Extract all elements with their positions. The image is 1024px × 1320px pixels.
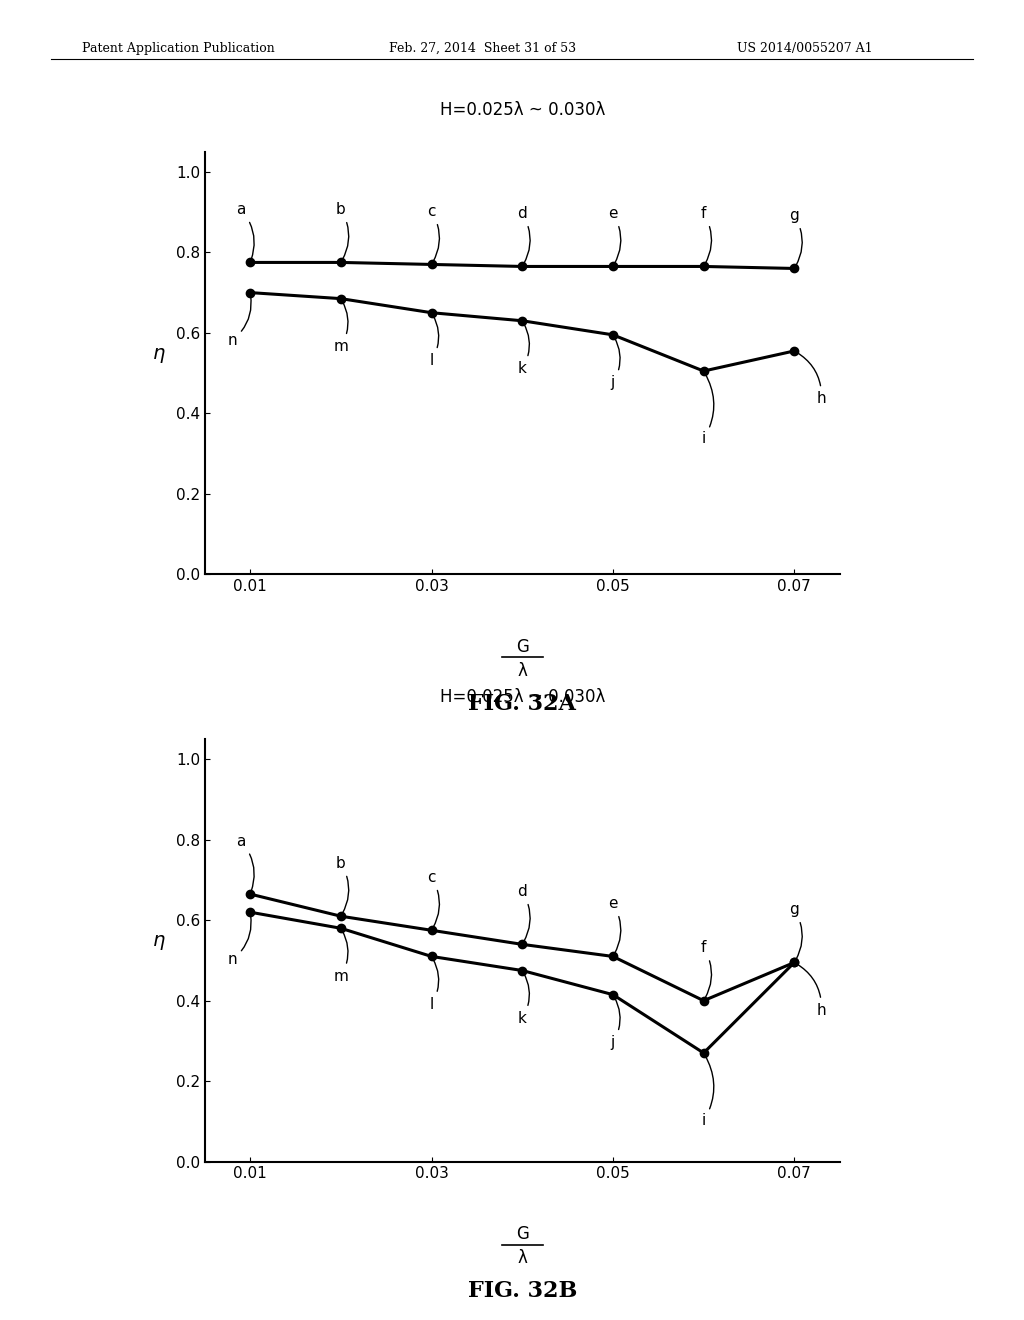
Text: n: n [227, 915, 251, 968]
Text: c: c [427, 870, 439, 928]
Text: h: h [797, 964, 826, 1018]
Text: f: f [701, 206, 712, 264]
Text: h: h [797, 352, 826, 407]
Text: j: j [610, 997, 621, 1049]
Text: m: m [334, 931, 348, 983]
Y-axis label: η: η [153, 345, 165, 363]
Text: i: i [701, 1056, 714, 1129]
Text: d: d [517, 206, 530, 264]
Text: FIG. 32A: FIG. 32A [468, 693, 577, 715]
Text: e: e [608, 896, 621, 954]
Text: k: k [518, 973, 529, 1026]
Text: k: k [518, 323, 529, 376]
Text: Patent Application Publication: Patent Application Publication [82, 42, 274, 55]
Text: H=0.025λ ~ 0.030λ: H=0.025λ ~ 0.030λ [439, 100, 605, 119]
Text: e: e [608, 206, 621, 264]
Text: i: i [701, 374, 714, 446]
Text: H=0.025λ ~ 0.030λ: H=0.025λ ~ 0.030λ [439, 688, 605, 706]
Text: G: G [516, 1225, 528, 1243]
Text: g: g [790, 902, 802, 960]
Text: a: a [237, 834, 254, 891]
Text: d: d [517, 884, 530, 942]
Text: a: a [237, 202, 254, 260]
Text: f: f [701, 940, 712, 998]
Text: G: G [516, 638, 528, 656]
Text: λ: λ [517, 661, 527, 680]
Text: g: g [790, 209, 802, 267]
Text: c: c [427, 205, 439, 263]
Text: l: l [429, 315, 438, 368]
Y-axis label: η: η [153, 932, 165, 950]
Text: λ: λ [517, 1249, 527, 1267]
Text: n: n [227, 296, 251, 348]
Text: b: b [336, 202, 349, 260]
Text: b: b [336, 855, 349, 913]
Text: US 2014/0055207 A1: US 2014/0055207 A1 [737, 42, 872, 55]
Text: l: l [429, 958, 438, 1011]
Text: Feb. 27, 2014  Sheet 31 of 53: Feb. 27, 2014 Sheet 31 of 53 [389, 42, 577, 55]
Text: m: m [334, 301, 348, 354]
Text: FIG. 32B: FIG. 32B [468, 1280, 577, 1303]
Text: j: j [610, 337, 621, 391]
